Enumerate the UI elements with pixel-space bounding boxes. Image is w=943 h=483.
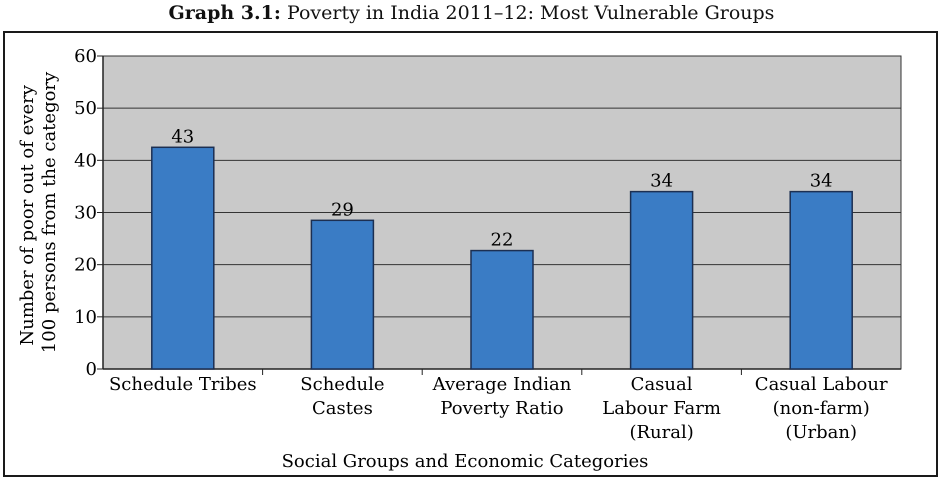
x-category-label-line: Casual Labour	[755, 374, 888, 395]
x-category-label-line: Schedule Tribes	[109, 374, 257, 395]
bar	[789, 190, 853, 370]
x-category-label-line: Casual	[631, 374, 693, 395]
y-axis-label-line-2: 100 persons from the category	[39, 71, 60, 353]
x-category-labels: Schedule Tribes Schedule Castes Average Ind…	[109, 374, 888, 443]
chart-title: Graph 3.1: Poverty in India 2011–12: Mos…	[0, 2, 943, 24]
x-category-label: Schedule Tribes	[109, 374, 257, 395]
bar	[629, 190, 694, 370]
x-category-label-line: Poverty Ratio	[440, 398, 563, 419]
x-category-label: Casual Labour Farm (Rural)	[602, 374, 721, 443]
x-category-label: Casual Labour (non-farm) (Urban)	[755, 374, 888, 443]
x-category-label-line: Schedule	[300, 374, 384, 395]
x-axis-label: Social Groups and Economic Categories	[282, 451, 649, 472]
data-label: 29	[331, 199, 354, 220]
bars	[151, 146, 853, 370]
bar	[310, 219, 375, 370]
x-category-label-line: (Rural)	[629, 422, 693, 443]
y-tick-label: 30	[74, 203, 97, 224]
data-labels: 43 29 22 34 34	[171, 126, 832, 250]
x-category-label-line: (non-farm)	[773, 398, 870, 419]
x-category-label-line: (Urban)	[785, 422, 857, 443]
bar	[470, 249, 534, 370]
y-axis-label-line-1: Number of poor out of every	[17, 84, 38, 345]
x-category-label-line: Average Indian	[432, 374, 572, 395]
y-axis-label: Number of poor out of every 100 persons …	[17, 71, 60, 353]
y-tick-label: 50	[74, 98, 97, 119]
x-category-label: Schedule Castes	[300, 374, 384, 419]
chart-frame	[3, 31, 938, 477]
x-category-label: Average Indian Poverty Ratio	[432, 374, 572, 419]
y-tick-label: 10	[74, 307, 97, 328]
data-label: 22	[491, 230, 514, 251]
y-tick-label: 60	[74, 46, 97, 67]
y-tick-label: 20	[74, 255, 97, 276]
chart-title-text: Poverty in India 2011–12: Most Vulnerabl…	[286, 2, 775, 24]
data-label: 43	[171, 126, 194, 147]
x-category-label-line: Castes	[312, 398, 373, 419]
y-tick-label: 0	[86, 359, 97, 380]
chart-title-prefix: Graph 3.1:	[168, 2, 281, 24]
data-label: 34	[650, 171, 673, 192]
y-tick-label: 40	[74, 150, 97, 171]
data-label: 34	[810, 171, 833, 192]
x-category-label-line: Labour Farm	[602, 398, 721, 419]
bar	[151, 146, 215, 370]
y-tick-labels: 0 10 20 30 40 50 60	[74, 46, 97, 380]
